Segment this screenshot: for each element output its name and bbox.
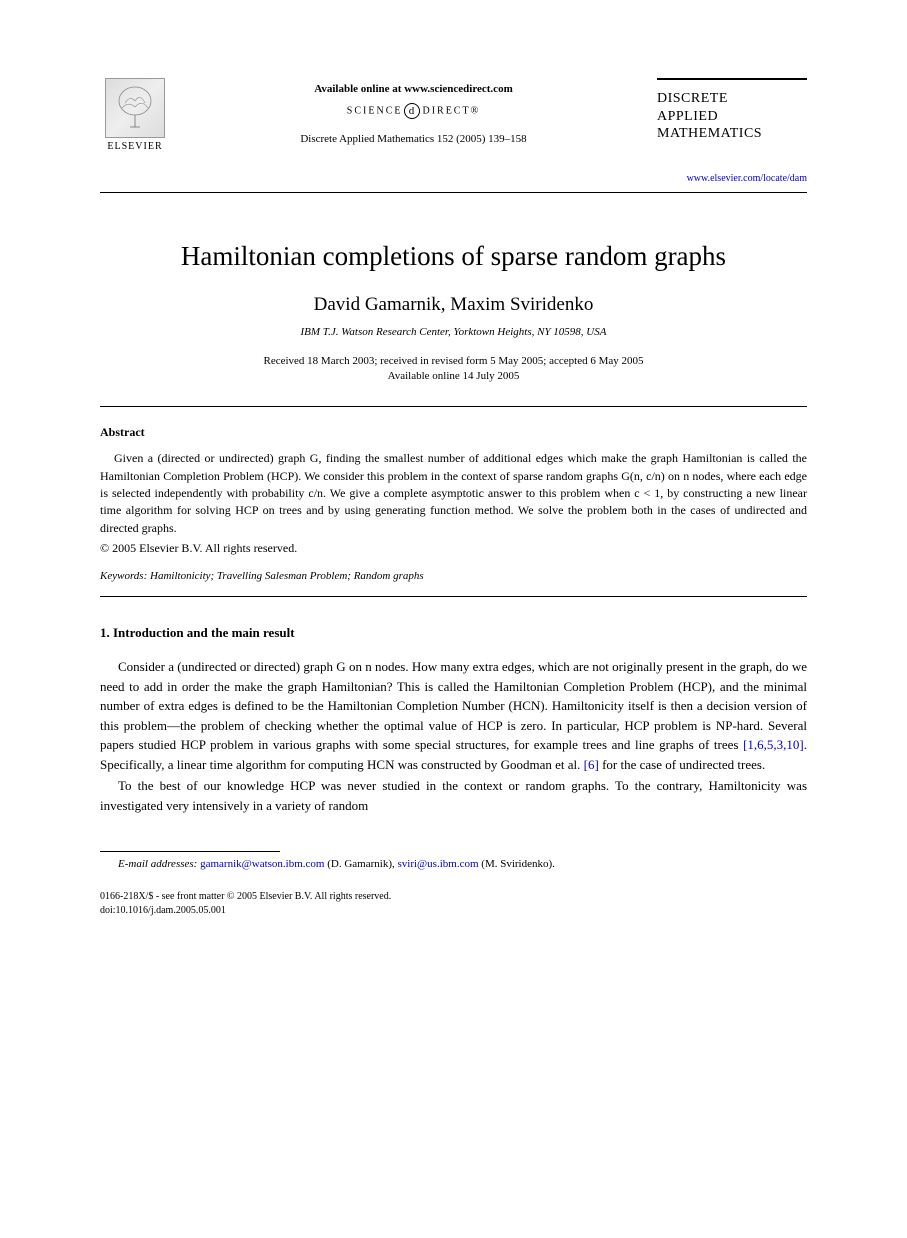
sd-at-icon: d bbox=[404, 103, 420, 119]
journal-url-link[interactable]: www.elsevier.com/locate/dam bbox=[657, 173, 807, 184]
keywords-label: Keywords: bbox=[100, 570, 147, 582]
page-footer: 0166-218X/$ - see front matter © 2005 El… bbox=[100, 890, 807, 918]
abstract-heading: Abstract bbox=[100, 425, 807, 440]
publication-dates: Received 18 March 2003; received in revi… bbox=[100, 354, 807, 385]
section-1-heading: 1. Introduction and the main result bbox=[100, 625, 807, 641]
elsevier-logo: ELSEVIER bbox=[100, 78, 170, 158]
para1-text-c: for the case of undirected trees. bbox=[599, 757, 765, 772]
journal-name-line1: DISCRETE bbox=[657, 90, 807, 108]
abstract-body: Given a (directed or undirected) graph G… bbox=[100, 450, 807, 537]
dates-line2: Available online 14 July 2005 bbox=[100, 369, 807, 384]
header-row: ELSEVIER Available online at www.science… bbox=[100, 78, 807, 184]
email-footnote: E-mail addresses: gamarnik@watson.ibm.co… bbox=[100, 858, 807, 870]
journal-citation: Discrete Applied Mathematics 152 (2005) … bbox=[170, 133, 657, 145]
email-author-1: (D. Gamarnik), bbox=[324, 858, 397, 870]
abstract-top-divider bbox=[100, 406, 807, 407]
sd-right: DIRECT® bbox=[422, 105, 480, 116]
journal-name-line3: MATHEMATICS bbox=[657, 125, 807, 143]
email-link-1[interactable]: gamarnik@watson.ibm.com bbox=[200, 858, 324, 870]
abstract-bottom-divider bbox=[100, 596, 807, 597]
footer-line-1: 0166-218X/$ - see front matter © 2005 El… bbox=[100, 890, 807, 904]
journal-name-box: DISCRETE APPLIED MATHEMATICS www.elsevie… bbox=[657, 78, 807, 184]
section-1-para-1: Consider a (undirected or directed) grap… bbox=[100, 657, 807, 774]
email-link-2[interactable]: sviri@us.ibm.com bbox=[398, 858, 479, 870]
email-label: E-mail addresses: bbox=[118, 858, 197, 870]
footer-line-2: doi:10.1016/j.dam.2005.05.001 bbox=[100, 904, 807, 918]
center-header: Available online at www.sciencedirect.co… bbox=[170, 78, 657, 145]
dates-line1: Received 18 March 2003; received in revi… bbox=[100, 354, 807, 369]
affiliation: IBM T.J. Watson Research Center, Yorktow… bbox=[100, 326, 807, 338]
keywords-text: Hamiltonicity; Travelling Salesman Probl… bbox=[147, 570, 423, 582]
footnote-divider bbox=[100, 851, 280, 852]
author-list: David Gamarnik, Maxim Sviridenko bbox=[100, 294, 807, 316]
elsevier-tree-icon bbox=[105, 78, 165, 138]
keywords-line: Keywords: Hamiltonicity; Travelling Sale… bbox=[100, 570, 807, 582]
para1-text-a: Consider a (undirected or directed) grap… bbox=[100, 659, 807, 752]
ref-link-1[interactable]: [1,6,5,3,10] bbox=[743, 737, 804, 752]
copyright-line: © 2005 Elsevier B.V. All rights reserved… bbox=[100, 541, 807, 556]
sd-left: SCIENCE bbox=[347, 105, 403, 116]
paper-title: Hamiltonian completions of sparse random… bbox=[100, 241, 807, 272]
email-author-2: (M. Sviridenko). bbox=[479, 858, 555, 870]
available-online-text: Available online at www.sciencedirect.co… bbox=[170, 83, 657, 95]
publisher-name: ELSEVIER bbox=[107, 141, 162, 152]
sciencedirect-logo: SCIENCEdDIRECT® bbox=[170, 103, 657, 119]
top-divider bbox=[100, 192, 807, 193]
section-1-para-2: To the best of our knowledge HCP was nev… bbox=[100, 776, 807, 815]
journal-name-line2: APPLIED bbox=[657, 108, 807, 126]
ref-link-2[interactable]: [6] bbox=[584, 757, 599, 772]
